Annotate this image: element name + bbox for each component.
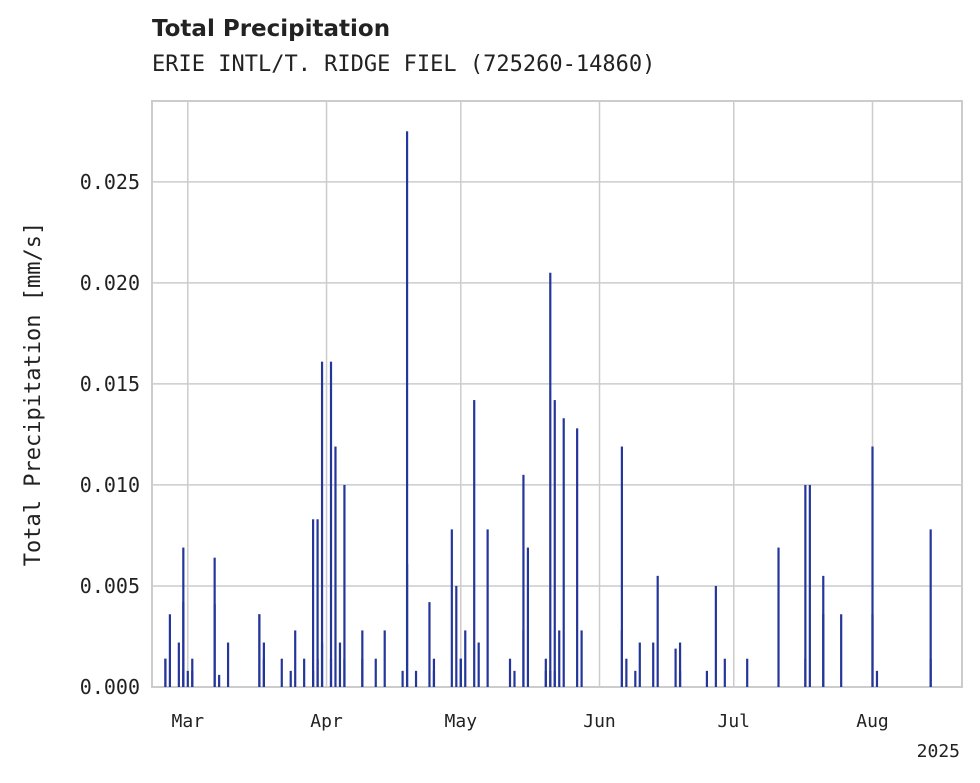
precip-bar [218,674,221,687]
precip-bar [871,446,874,687]
x-tick-label: Jun [583,711,616,732]
precip-bar [334,446,337,687]
precip-bar [464,630,467,687]
precip-bar [186,670,189,687]
chart-subtitle: ERIE INTL/T. RIDGE FIEL (725260-14860) [152,52,656,77]
precip-bar [459,658,462,687]
precip-bar [549,272,552,687]
precip-bar [182,602,185,687]
precip-bar [746,658,749,687]
precip-bar [652,642,655,687]
y-tick-label: 0.020 [80,271,140,295]
plot-frame [151,100,963,688]
chart-title: Total Precipitation [152,16,391,42]
precip-bar [316,519,319,687]
precip-bar [705,670,709,687]
precip-bar [822,614,825,687]
x-tick-label: May [445,711,478,732]
precip-bar [312,519,315,687]
precip-bar [320,642,324,687]
x-axis-year-label: 2025 [917,741,960,762]
x-tick-label: Mar [172,711,205,732]
precip-bar [450,529,453,687]
precip-bar [714,585,717,687]
precip-bar [320,361,324,687]
precip-bar [280,658,283,687]
y-axis-label: Total Precipitation [mm/s] [21,222,46,566]
precip-bar [840,614,843,687]
precip-bar [558,630,561,687]
precip-bar [428,602,431,687]
precip-bar [638,642,641,687]
precip-bar [414,670,418,687]
precip-bar [361,630,364,687]
precip-bar [258,614,261,687]
x-tick-label: Jul [718,711,751,732]
precip-bar [177,642,180,687]
precip-bar [508,658,512,687]
precip-bar [405,131,409,687]
x-tick-label: Apr [310,711,343,732]
precip-bar [544,670,547,687]
y-tick-label: 0.010 [80,473,140,497]
precip-bar [678,642,682,687]
precip-bar [432,670,436,687]
precip-bar [168,614,172,687]
precip-bar [383,630,386,687]
precip-bar [374,658,377,687]
precip-bar [164,658,167,687]
precip-bar [343,658,346,687]
precip-bar [473,400,476,687]
precip-bar [625,658,628,687]
y-tick-label: 0.015 [80,372,140,396]
precip-bar [477,642,480,687]
bar-series [164,131,932,687]
precip-bar [343,484,346,687]
y-tick-label: 0.005 [80,574,140,598]
y-axis-ticks: 0.000 0.005 0.010 0.015 0.020 0.025 [80,170,140,699]
precip-bar [522,630,525,687]
y-tick-label: 0.000 [80,675,140,699]
precip-bar [620,446,623,687]
precip-bar [553,400,556,687]
precip-bar [580,630,583,687]
precip-bar [486,529,489,687]
precip-bar [562,418,565,687]
precip-bar [289,670,292,687]
x-axis-ticks: Mar Apr May Jun Jul Aug [172,711,889,732]
precip-bar [678,670,682,687]
precip-bar [875,670,879,687]
precip-bar [329,361,333,687]
precip-bar [182,670,185,687]
precip-bar [808,484,811,687]
precip-bar [513,670,516,687]
precip-bar [804,484,807,687]
precip-bar [294,630,297,687]
precip-bar [213,604,216,687]
precip-bar [723,658,726,687]
precip-bar [262,658,265,687]
y-tick-label: 0.025 [80,170,140,194]
precip-bar [526,547,530,687]
precip-bar [455,585,458,687]
precip-bar [804,658,807,687]
grid-lines [152,101,962,688]
precip-bar [634,670,637,687]
precip-bar [401,670,404,687]
precip-bar [620,630,623,687]
precip-bar [226,642,230,687]
x-tick-label: Aug [856,711,889,732]
precip-bar [929,529,932,687]
precip-bar [656,575,659,687]
precip-bar [303,658,306,687]
precip-bar [522,474,525,687]
precip-bar [777,547,780,687]
precip-bar [338,642,342,687]
precip-bar [674,648,677,687]
precip-bar [191,670,194,687]
precip-bar [576,428,579,687]
